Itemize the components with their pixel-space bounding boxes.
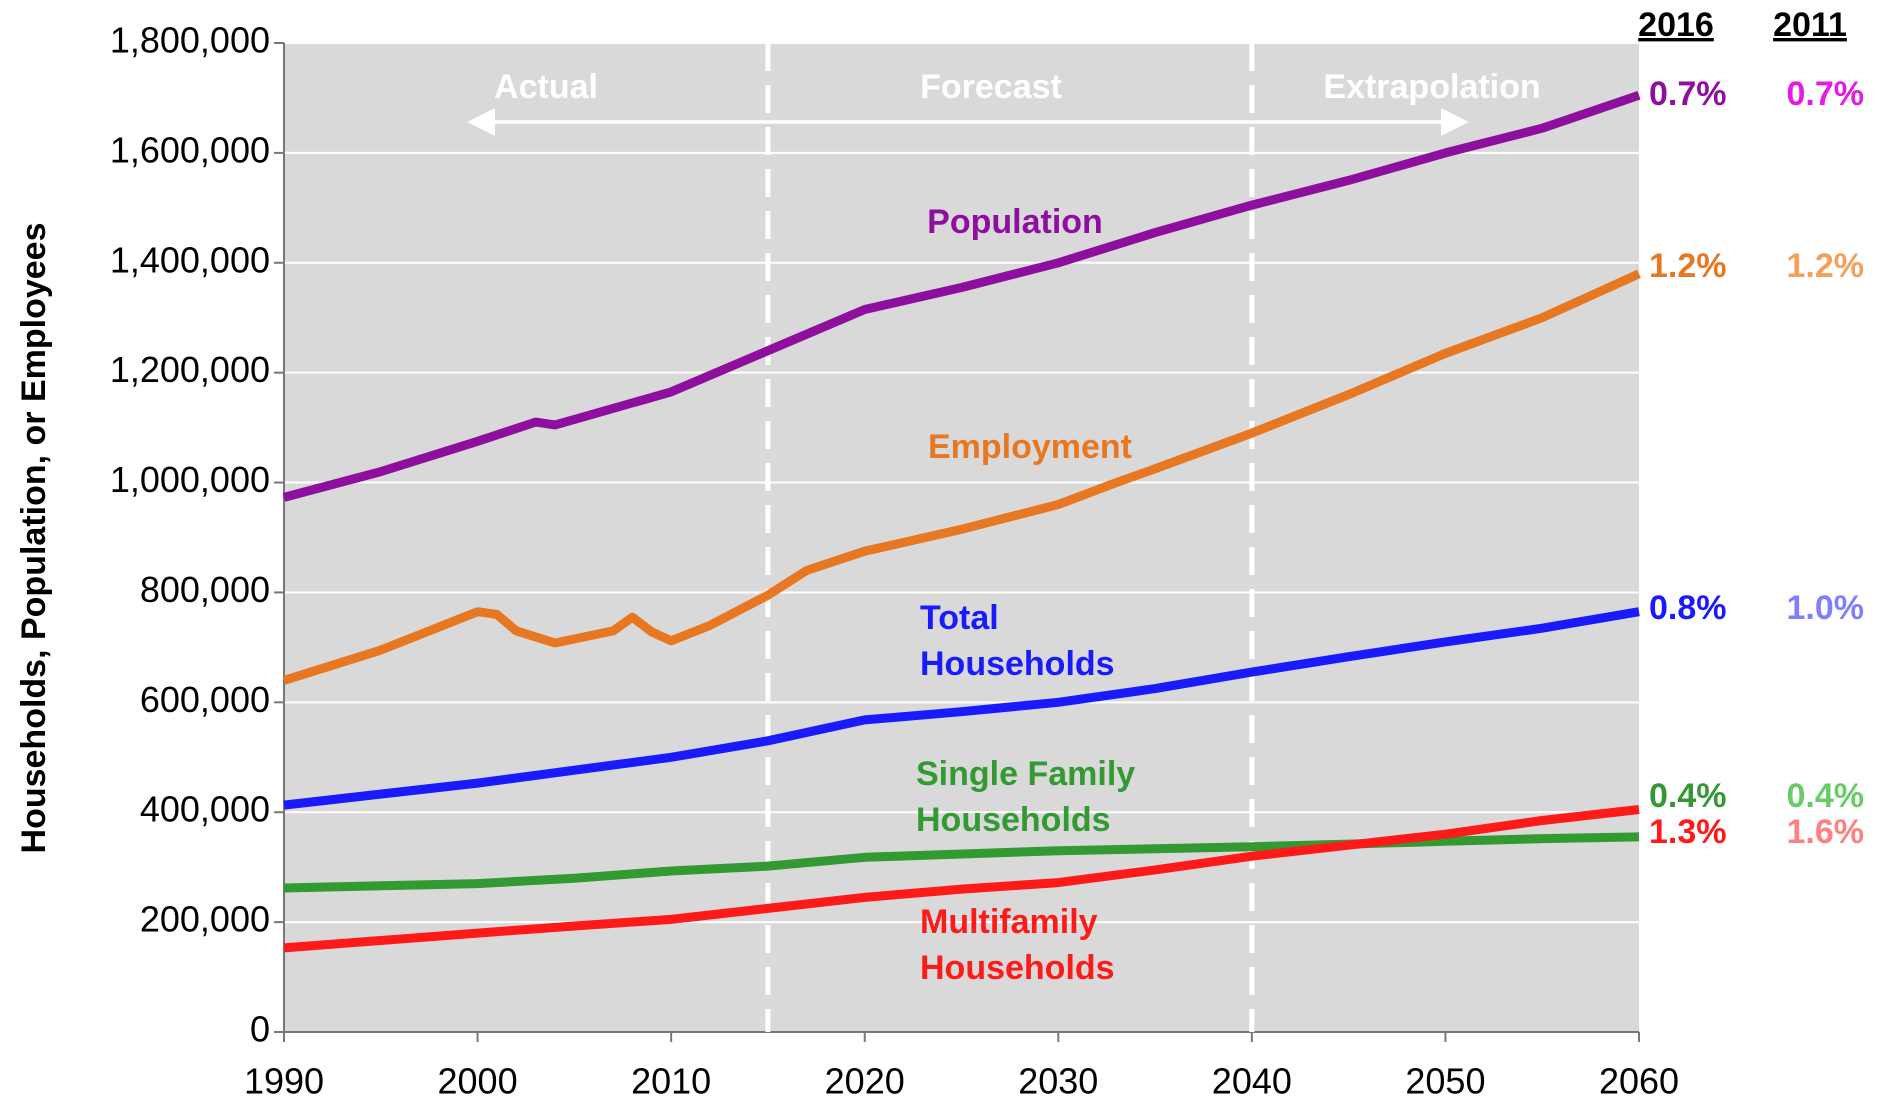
series-line [283, 832, 1640, 893]
rate-2016: 0.8% [1649, 589, 1727, 627]
series-label: Total [920, 599, 999, 637]
series-label: Multifamily [920, 903, 1098, 941]
y-tick-label: 1,800,000 [110, 20, 270, 61]
rate-2011: 0.7% [1787, 75, 1865, 113]
plot-area [284, 43, 1639, 1032]
rate-2011: 1.2% [1787, 247, 1865, 285]
y-tick-label: 1,400,000 [110, 239, 270, 280]
rate-2016: 0.7% [1649, 75, 1727, 113]
rate-2011: 1.0% [1787, 589, 1865, 627]
rate-header: 2016 [1638, 6, 1714, 44]
rate-2011: 0.4% [1787, 777, 1865, 815]
period-label: Forecast [920, 68, 1062, 106]
y-tick-label: 1,200,000 [110, 349, 270, 390]
x-tick-label: 2030 [1018, 1061, 1098, 1102]
series-line [282, 90, 1641, 502]
period-label: Actual [494, 68, 598, 106]
y-tick-label: 800,000 [140, 569, 270, 610]
x-tick-label: 2050 [1405, 1061, 1485, 1102]
x-tick-label: 2060 [1599, 1061, 1679, 1102]
period-label: Extrapolation [1323, 68, 1540, 106]
rate-2016: 1.2% [1649, 247, 1727, 285]
x-tick-label: 2040 [1212, 1061, 1292, 1102]
y-tick-label: 400,000 [140, 789, 270, 830]
y-tick-label: 1,600,000 [110, 129, 270, 170]
series-line [283, 607, 1640, 810]
series-label: Households [920, 949, 1115, 987]
rate-2011: 1.6% [1787, 813, 1865, 851]
y-axis-title: Households, Population, or Employees [15, 223, 53, 854]
series-label: Single Family [916, 755, 1135, 793]
series-line [282, 269, 1641, 685]
series-line [283, 805, 1640, 953]
rate-2016: 1.3% [1649, 813, 1727, 851]
x-tick-label: 1990 [244, 1061, 324, 1102]
y-tick-label: 200,000 [140, 899, 270, 940]
rate-header: 2011 [1773, 6, 1847, 44]
x-tick-label: 2000 [438, 1061, 518, 1102]
y-tick-label: 0 [250, 1009, 270, 1050]
x-tick-label: 2010 [631, 1061, 711, 1102]
series-label: Households [916, 801, 1111, 839]
rate-2016: 0.4% [1649, 777, 1727, 815]
series-label: Employment [928, 428, 1132, 466]
x-tick-label: 2020 [825, 1061, 905, 1102]
y-tick-label: 1,000,000 [110, 459, 270, 500]
y-tick-label: 600,000 [140, 679, 270, 720]
series-label: Population [927, 203, 1103, 241]
series-label: Households [920, 645, 1115, 683]
